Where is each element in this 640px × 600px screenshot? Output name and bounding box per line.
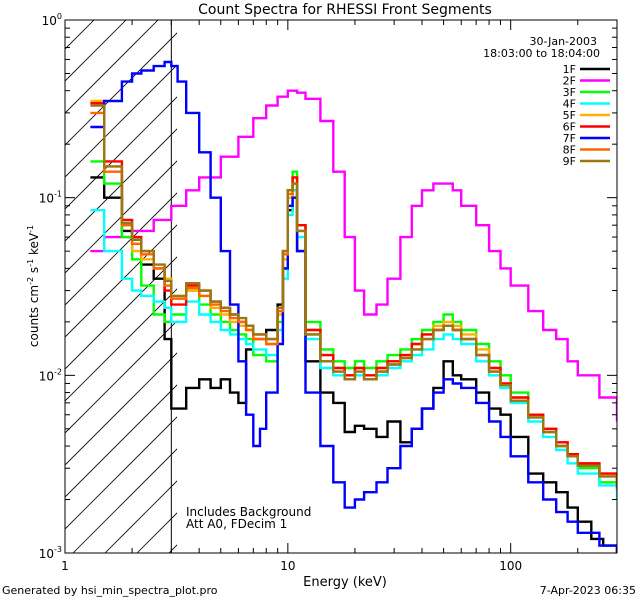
legend-label-9f: 9F [563,155,576,168]
series-line-9f [90,104,617,489]
annotation-attenuator: Att A0, FDecim 1 [186,517,287,531]
plot-frame [64,19,618,554]
y-tick-label: 10-3 [39,545,62,561]
chart-title: Count Spectra for RHESSI Front Segments [198,2,492,18]
legend-label-6f: 6F [563,121,576,134]
footer-timestamp: 7-Apr-2023 06:35 [540,584,636,597]
legend-label-2f: 2F [563,75,576,88]
legend-label-5f: 5F [563,109,576,122]
y-axis-label: counts cm-2 s-1 keV-1 [26,225,41,347]
x-tick-label: 100 [499,559,522,573]
footer-generated-by: Generated by hsi_min_spectra_plot.pro [2,584,218,597]
x-axis-label: Energy (keV) [303,575,387,590]
legend-label-3f: 3F [563,86,576,99]
y-tick-label: 10-1 [39,190,62,206]
series-line-2f [90,89,617,422]
annotation-background: Includes Background [186,505,311,519]
series-line-7f [90,60,617,553]
legend-label-1f: 1F [563,63,576,76]
legend-label-8f: 8F [563,144,576,157]
x-tick-label: 10 [280,559,295,573]
series-line-3f [90,160,617,489]
y-tick-label: 10-2 [39,367,62,383]
date-label: 30-Jan-2003 [530,35,598,48]
x-axis: 1 10 100 [61,20,618,573]
series-group [90,60,617,553]
y-axis: 10-3 10-2 10-1 100 [39,12,617,561]
y-tick-label: 100 [42,12,62,28]
x-tick-label: 1 [61,559,69,573]
time-range-label: 18:03:00 to 18:04:00 [483,47,600,60]
legend-label-7f: 7F [563,132,576,145]
attenuator-hatch-region [65,20,177,553]
legend-label-4f: 4F [563,98,576,111]
